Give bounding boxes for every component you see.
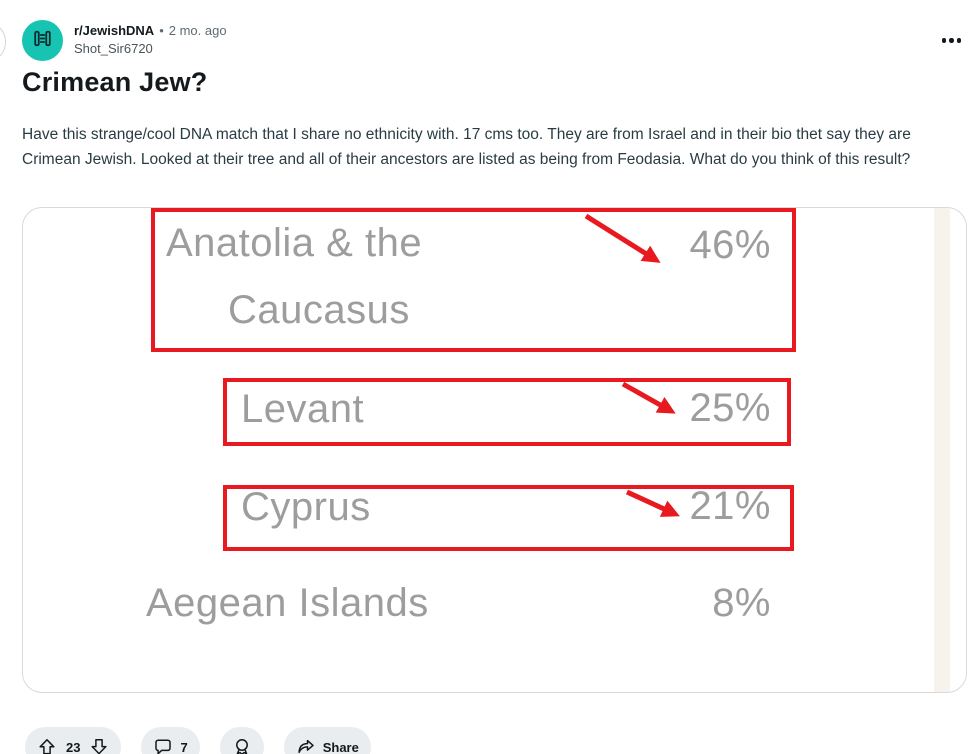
dna-label-anatolia-line1: Anatolia & the (166, 221, 423, 265)
downvote-icon[interactable] (89, 737, 109, 754)
annotation-box-cyprus (223, 485, 794, 551)
meta-bullet: • (159, 23, 164, 38)
upvote-count: 23 (66, 739, 81, 754)
subreddit-name[interactable]: r/JewishDNA (74, 23, 155, 38)
back-button[interactable] (0, 21, 6, 63)
award-medal-icon (232, 737, 252, 754)
share-arrow-icon (296, 737, 316, 754)
vote-pill: 23 (25, 727, 122, 754)
post-action-bar: 23 7 (25, 727, 371, 754)
image-edge-strip (934, 208, 950, 692)
comments-button[interactable]: 7 (141, 727, 200, 754)
post-author[interactable]: Shot_Sir6720 (74, 41, 153, 56)
comment-count: 7 (180, 739, 188, 754)
dna-label-anatolia-line2: Caucasus (228, 288, 410, 332)
award-button[interactable] (219, 727, 264, 754)
upvote-icon[interactable] (37, 737, 57, 754)
dna-value-anatolia: 46% (689, 223, 771, 267)
post-body-text: Have this strange/cool DNA match that I … (22, 126, 911, 168)
torah-scroll-icon (30, 26, 55, 56)
dna-label-levant: Levant (241, 387, 365, 431)
annotation-box-anatolia (151, 208, 796, 352)
post-image-dna-results[interactable]: Anatolia & the Caucasus 46% Levant 25% C… (22, 207, 967, 693)
dna-label-aegean: Aegean Islands (146, 581, 429, 625)
dna-value-cyprus: 21% (689, 484, 771, 528)
dna-label-cyprus: Cyprus (241, 485, 371, 529)
dna-value-aegean: 8% (712, 581, 771, 625)
post-meta: r/JewishDNA • 2 mo. ago Shot_Sir6720 (74, 22, 227, 57)
post-timestamp: 2 mo. ago (168, 23, 227, 38)
post-title: Crimean Jew? (22, 67, 208, 97)
overflow-menu-icon[interactable] (938, 34, 966, 47)
subreddit-avatar[interactable] (22, 20, 63, 61)
annotation-box-levant (223, 378, 791, 446)
dna-value-levant: 25% (689, 386, 771, 430)
share-button[interactable]: Share (283, 727, 371, 754)
comment-bubble-icon (153, 737, 173, 754)
share-label: Share (322, 739, 359, 754)
